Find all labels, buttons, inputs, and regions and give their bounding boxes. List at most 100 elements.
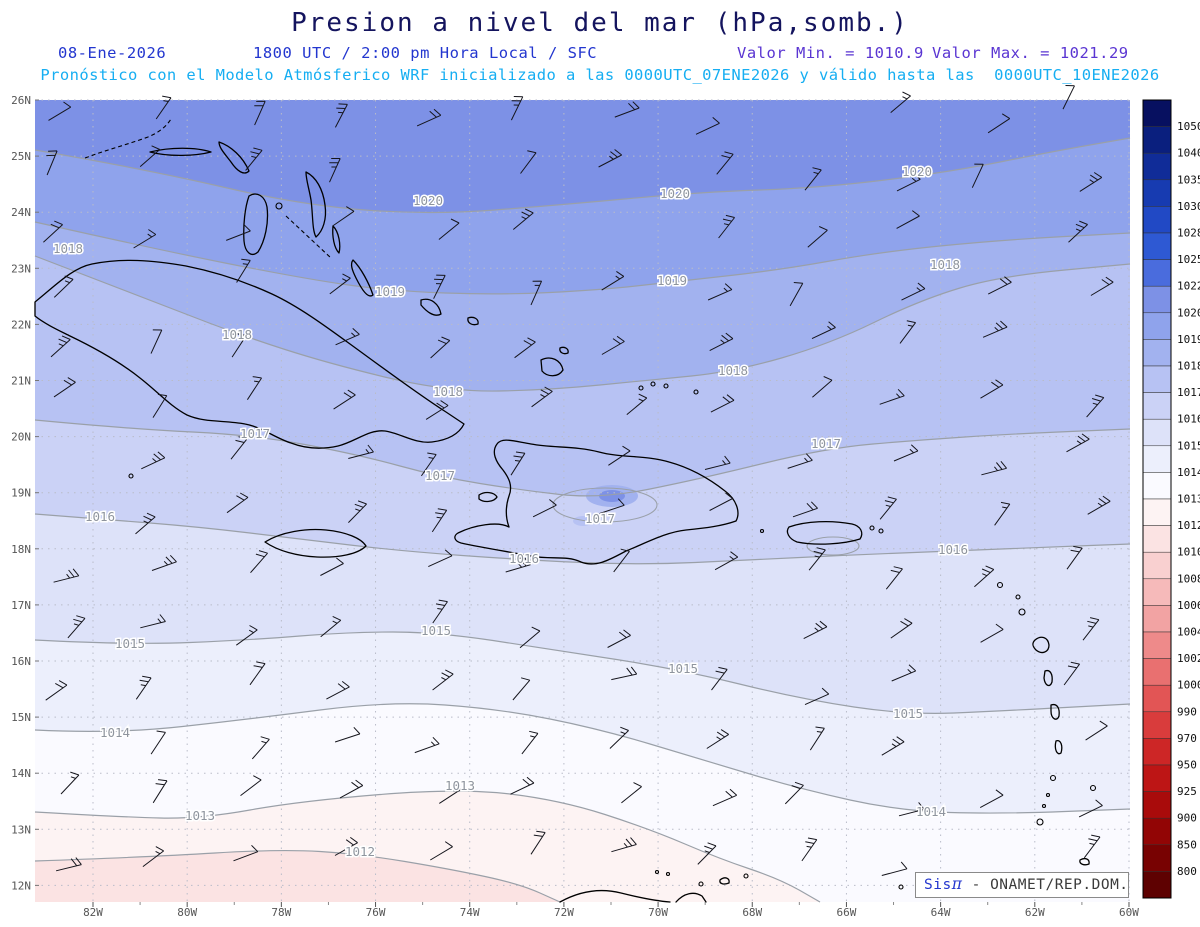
svg-text:1028: 1028 [1177,227,1200,240]
svg-text:1017: 1017 [585,511,615,526]
svg-text:1018: 1018 [433,384,463,399]
svg-text:1013: 1013 [1177,493,1200,506]
svg-text:1050: 1050 [1177,120,1200,133]
isobar-labels: 1020 1020 1020 1019 1019 1018 1018 1018 1018 1018… [51,163,969,861]
svg-text:76W: 76W [366,906,386,919]
svg-text:1013: 1013 [445,778,475,793]
svg-text:82W: 82W [83,906,103,919]
wind-barbs [43,85,1114,876]
pressure-shading [35,100,1130,902]
forecast-date: 08-Ene-2026 [58,44,167,62]
svg-text:1014: 1014 [916,804,946,819]
svg-text:25N: 25N [11,150,31,163]
svg-text:17N: 17N [11,599,31,612]
svg-text:800: 800 [1177,865,1197,878]
svg-text:850: 850 [1177,838,1197,851]
svg-text:1008: 1008 [1177,572,1200,585]
svg-text:1016: 1016 [938,542,968,557]
coastlines [34,118,1110,903]
model-info-line: Pronóstico con el Modelo Atmósferico WRF… [40,66,1160,84]
svg-text:1018: 1018 [930,257,960,272]
svg-text:1014: 1014 [100,725,130,740]
svg-text:1015: 1015 [893,706,923,721]
svg-text:21N: 21N [11,375,31,388]
svg-text:13N: 13N [11,823,31,836]
svg-text:78W: 78W [271,906,291,919]
page-title: Presion a nivel del mar (hPa,somb.) [291,8,909,38]
svg-text:60W: 60W [1119,906,1139,919]
svg-text:70W: 70W [648,906,668,919]
svg-text:74W: 74W [460,906,480,919]
svg-text:12N: 12N [11,879,31,892]
graticule-grid [35,99,1130,902]
svg-text:1020: 1020 [413,193,443,208]
credit-pi-icon: π [951,875,963,893]
svg-text:22N: 22N [11,318,31,331]
svg-text:1017: 1017 [240,426,270,441]
svg-text:68W: 68W [742,906,762,919]
svg-text:1016: 1016 [1177,413,1200,426]
svg-text:1015: 1015 [1177,439,1200,452]
svg-text:1000: 1000 [1177,679,1200,692]
svg-text:1019: 1019 [375,284,405,299]
svg-text:1020: 1020 [660,186,690,201]
svg-text:1002: 1002 [1177,652,1200,665]
svg-text:1015: 1015 [115,636,145,651]
svg-text:1004: 1004 [1177,626,1200,639]
svg-text:1014: 1014 [1177,466,1200,479]
svg-text:1040: 1040 [1177,147,1200,160]
svg-text:1022: 1022 [1177,280,1200,293]
svg-text:1013: 1013 [185,808,215,823]
svg-text:1020: 1020 [902,164,932,179]
svg-text:1012: 1012 [1177,519,1200,532]
svg-text:24N: 24N [11,206,31,219]
credit-sis: Sis [924,877,952,893]
isobar-lines [34,137,1131,903]
svg-text:950: 950 [1177,759,1197,772]
svg-text:64W: 64W [931,906,951,919]
svg-text:1019: 1019 [657,273,687,288]
svg-text:1018: 1018 [718,363,748,378]
svg-text:970: 970 [1177,732,1197,745]
svg-text:16N: 16N [11,655,31,668]
svg-text:900: 900 [1177,812,1197,825]
pressure-anomaly-blobs [573,485,849,552]
forecast-time: 1800 UTC / 2:00 pm Hora Local / SFC [253,44,598,62]
svg-text:1006: 1006 [1177,599,1200,612]
svg-text:1019: 1019 [1177,333,1200,346]
svg-text:1030: 1030 [1177,200,1200,213]
svg-text:20N: 20N [11,431,31,444]
svg-text:1018: 1018 [222,327,252,342]
svg-text:990: 990 [1177,705,1197,718]
svg-text:18N: 18N [11,543,31,556]
svg-text:1017: 1017 [1177,386,1200,399]
svg-text:1020: 1020 [1177,306,1200,319]
svg-text:15N: 15N [11,711,31,724]
svg-text:1015: 1015 [668,661,698,676]
credit-box: Sisπ - ONAMET/REP.DOM. [915,872,1129,898]
svg-text:1035: 1035 [1177,173,1200,186]
svg-text:1012: 1012 [345,844,375,859]
svg-text:26N: 26N [11,94,31,107]
svg-text:80W: 80W [177,906,197,919]
svg-text:1018: 1018 [1177,360,1200,373]
svg-text:1010: 1010 [1177,546,1200,559]
svg-text:925: 925 [1177,785,1197,798]
svg-text:1016: 1016 [509,551,539,566]
svg-text:1017: 1017 [811,436,841,451]
svg-text:23N: 23N [11,262,31,275]
svg-text:14N: 14N [11,767,31,780]
max-value-label: Valor Max. = 1021.29 [932,44,1129,62]
svg-text:62W: 62W [1025,906,1045,919]
svg-text:66W: 66W [837,906,857,919]
svg-text:19N: 19N [11,487,31,500]
svg-text:72W: 72W [554,906,574,919]
svg-text:1017: 1017 [425,468,455,483]
svg-text:1016: 1016 [85,509,115,524]
svg-text:1025: 1025 [1177,253,1200,266]
svg-text:1018: 1018 [53,241,83,256]
svg-text:1015: 1015 [421,623,451,638]
min-value-label: Valor Min. = 1010.9 [737,44,924,62]
